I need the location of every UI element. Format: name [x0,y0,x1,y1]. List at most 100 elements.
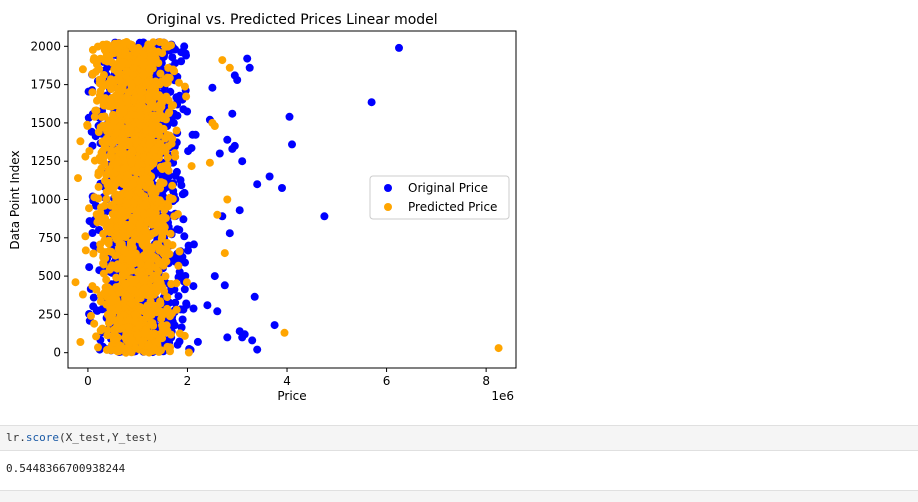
original-price-point [220,281,229,290]
predicted-price-point [116,77,124,86]
predicted-price-point [109,336,118,344]
original-price-point [171,59,180,68]
predicted-price-point [140,50,148,59]
original-price-point [85,217,94,226]
original-price-point [228,144,237,153]
x-tick-label: 4 [283,374,291,388]
predicted-price-point [167,330,175,339]
original-price-point [288,140,296,149]
predicted-price-point [165,73,174,82]
original-price-point [182,51,190,60]
predicted-price-point [116,87,125,96]
predicted-price-point [130,310,139,319]
predicted-price-point [100,142,109,150]
original-price-point [180,285,189,294]
original-price-point [179,215,188,224]
next-code-cell[interactable] [0,490,918,502]
predicted-price-point [127,285,136,294]
predicted-price-point [127,111,136,119]
code-cell[interactable]: lr.score(X_test,Y_test) [0,425,918,451]
predicted-price-point [145,64,154,73]
predicted-price-point [174,261,183,270]
original-price-point [193,337,202,346]
original-price-point [180,188,189,197]
predicted-price-point [123,170,132,179]
predicted-price-point [89,249,98,258]
predicted-price-point [104,169,113,178]
predicted-price-point [94,128,103,136]
predicted-price-point [145,178,154,187]
predicted-price-point [213,210,222,219]
predicted-price-point [127,249,136,258]
predicted-price-point [71,278,80,287]
predicted-price-point [136,112,145,121]
original-price-point [228,109,237,118]
predicted-price-point [160,328,169,337]
original-price-point [238,157,247,166]
predicted-price-point [124,323,133,332]
predicted-price-point [108,77,116,86]
predicted-price-point [164,202,173,211]
predicted-price-point [111,92,120,101]
predicted-price-point [220,249,229,258]
chart-title: Original vs. Predicted Prices Linear mod… [146,12,437,28]
predicted-price-point [165,193,174,202]
predicted-price-point [134,289,143,298]
predicted-price-point [127,81,136,90]
predicted-price-point [144,40,153,49]
predicted-price-point [129,64,138,73]
predicted-price-point [95,65,104,74]
predicted-price-point [114,136,123,145]
predicted-price-point [172,126,181,135]
predicted-price-point [154,59,163,67]
predicted-price-point [166,229,175,238]
predicted-price-point [156,69,165,78]
predicted-price-point [494,344,503,353]
predicted-price-point [94,171,103,180]
predicted-price-point [172,279,181,288]
x-offset-label: 1e6 [491,389,514,403]
predicted-price-point [130,229,138,238]
predicted-price-point [168,181,177,190]
predicted-price-point [223,195,232,204]
predicted-price-point [108,200,117,209]
predicted-price-point [127,299,136,308]
predicted-price-point [165,343,174,352]
legend-label-original: Original Price [408,181,488,195]
original-price-point [173,340,182,349]
predicted-price-point [175,329,184,338]
predicted-price-point [159,220,167,229]
original-price-point [188,130,197,139]
predicted-price-point [130,199,139,208]
predicted-price-point [175,78,183,87]
predicted-price-point [139,201,148,210]
code-variable: lr [6,431,20,444]
predicted-price-point [122,95,131,104]
original-price-point [225,229,234,238]
y-axis-label: Data Point Index [8,150,22,249]
y-tick-label: 750 [38,231,61,245]
predicted-price-point [126,40,135,49]
predicted-price-point [104,239,113,248]
predicted-price-point [126,124,135,133]
predicted-price-point [140,192,149,201]
predicted-price-point [161,147,170,156]
predicted-price-point [125,316,134,325]
predicted-price-point [146,135,155,144]
original-price-point [245,63,254,72]
predicted-price-point [148,285,157,294]
predicted-price-point [105,122,114,131]
original-price-point [250,292,259,301]
predicted-price-point [159,212,168,221]
code-line[interactable]: lr.score(X_test,Y_test) [6,431,159,444]
predicted-price-point [81,246,90,255]
x-tick-label: 8 [482,374,490,388]
predicted-price-point [156,140,165,148]
original-price-point [253,180,262,189]
predicted-price-point [88,69,97,78]
predicted-price-point [119,107,128,116]
original-price-point [215,149,224,158]
predicted-price-point [145,267,154,276]
chart-legend: Original Price Predicted Price [369,175,510,220]
predicted-price-point [156,299,165,308]
